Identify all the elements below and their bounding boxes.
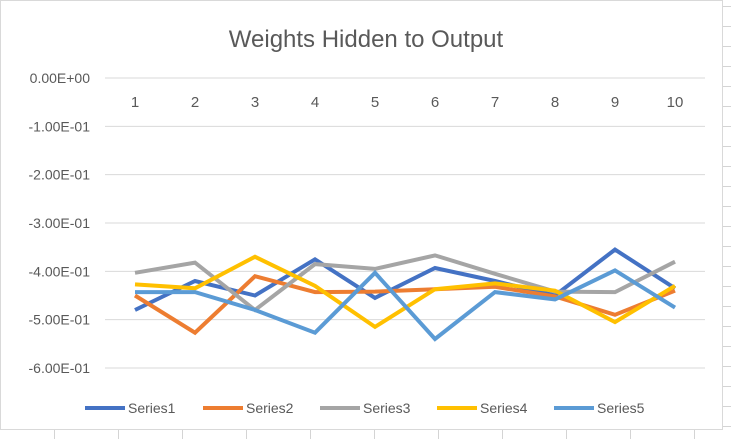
x-tick-label: 4 [311,94,319,111]
chart-title: Weights Hidden to Output [229,26,504,53]
y-tick-label: -2.00E-01 [29,167,91,183]
y-tick-label: 0.00E+00 [30,70,91,86]
x-tick-label: 6 [431,94,439,111]
series-line-series3 [134,253,676,313]
y-axis-tick-labels: 0.00E+00 -1.00E-01 -2.00E-01 -3.00E-01 -4.00… [29,70,91,376]
y-tick-label: -5.00E-01 [29,312,91,328]
x-tick-label: 8 [551,94,559,111]
x-tick-label: 1 [131,94,139,111]
legend-label: Series3 [363,400,411,416]
legend-label: Series5 [597,400,645,416]
y-tick-label: -3.00E-01 [29,215,91,231]
legend: Series1 Series2 Series3 Series4 Series5 [85,400,645,416]
y-tick-label: -6.00E-01 [29,360,91,376]
series-line-series5 [135,268,677,342]
y-tick-label: -1.00E-01 [29,118,91,134]
chart-area[interactable] [0,0,723,430]
x-tick-label: 5 [371,94,379,111]
legend-label: Series4 [480,400,528,416]
gridlines [105,77,705,369]
series-lines [133,247,677,342]
legend-label: Series1 [128,400,176,416]
x-tick-label: 7 [491,94,499,111]
x-tick-label: 9 [611,94,619,111]
x-tick-label: 3 [251,94,259,111]
x-axis-tick-labels: 1 2 3 4 5 6 7 8 9 10 [131,94,684,111]
legend-label: Series2 [246,400,294,416]
y-tick-label: -4.00E-01 [29,263,91,279]
x-tick-label: 2 [191,94,199,111]
x-tick-label: 10 [667,94,684,111]
